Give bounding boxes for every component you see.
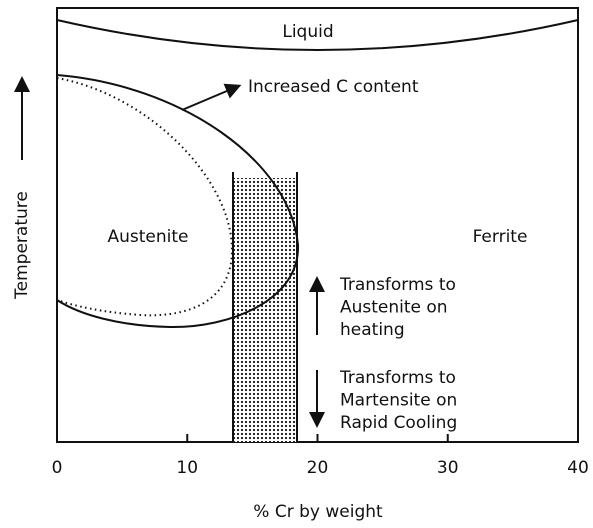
austenite-label: Austenite [107,227,188,247]
x-tick-label: 30 [437,458,459,478]
x-tick-label: 10 [176,458,198,478]
note-line: Transforms to [339,275,456,295]
liquid-label: Liquid [282,22,333,42]
austenite-loop-low-c [56,77,234,317]
note-line: heating [340,320,405,340]
austenite-loop [56,74,300,329]
note-line: Austenite on [340,298,448,318]
shaded-band [233,178,297,442]
liquidus-curve [56,19,579,51]
note-line: Martensite on [340,391,457,411]
note-line: Rapid Cooling [340,413,457,433]
x-tick-label: 40 [567,458,589,478]
annotation-arrow [181,83,242,111]
y-axis-label: Temperature [12,191,32,300]
note-line: Transforms to [339,368,456,388]
annotation: Increased C content [248,77,419,97]
x-ticks: 0 10 20 30 40 [52,434,589,478]
ferrite-label: Ferrite [473,227,528,247]
x-tick-label: 20 [307,458,329,478]
x-axis-label: % Cr by weight [253,502,383,522]
x-tick-label: 0 [52,458,63,478]
